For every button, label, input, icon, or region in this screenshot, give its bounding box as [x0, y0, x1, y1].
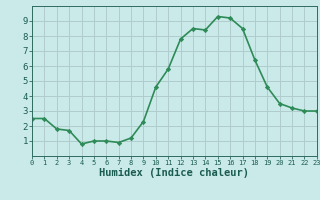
X-axis label: Humidex (Indice chaleur): Humidex (Indice chaleur) — [100, 168, 249, 178]
